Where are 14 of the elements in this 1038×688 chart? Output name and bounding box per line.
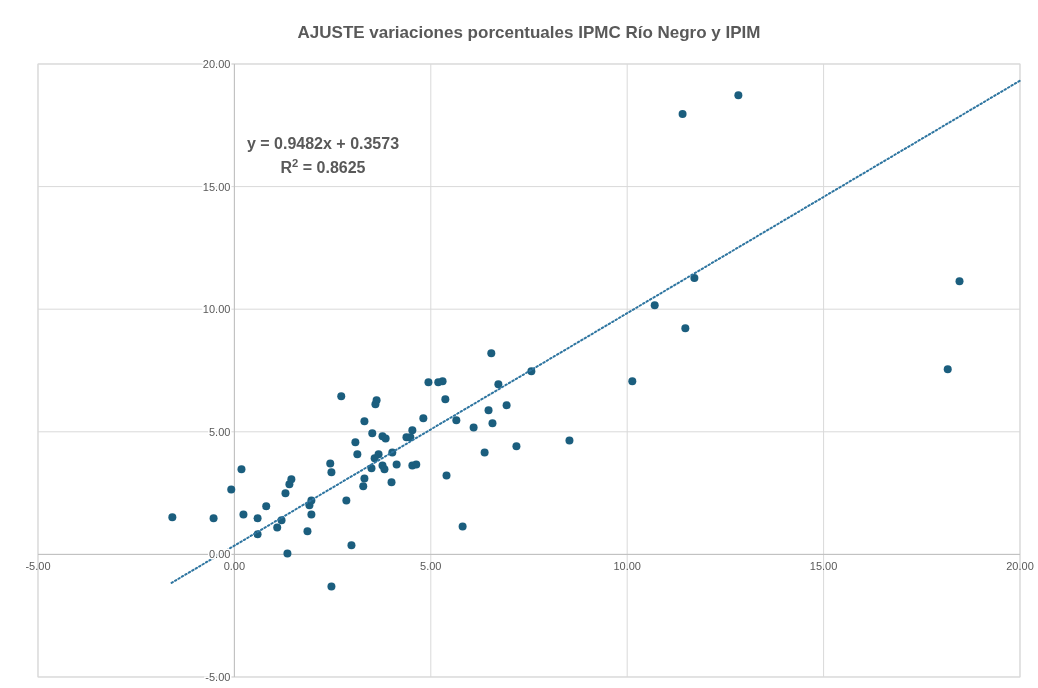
x-tick-label: 10.00 — [613, 560, 641, 573]
annotation: y = 0.9482x + 0.3573 — [246, 135, 400, 152]
y-tick-label: 20.00 — [202, 58, 231, 70]
y-tick-label: 15.00 — [202, 180, 231, 193]
x-tick-label: 20.00 — [1006, 560, 1034, 573]
x-tick-label: 0.00 — [223, 560, 246, 573]
y-tick-label: 10.00 — [202, 303, 231, 316]
y-tick-label: 5.00 — [208, 425, 231, 438]
x-tick-label: 15.00 — [809, 560, 838, 573]
x-tick-label: 5.00 — [420, 560, 442, 573]
y-tick-label: -5.00 — [205, 671, 231, 683]
x-tick-label: -5.00 — [25, 560, 51, 573]
chart-title: AJUSTE variaciones porcentuales IPMC Río Negro y IPIM — [297, 23, 761, 42]
annotation: R$^{2}$ = 0.8625 — [280, 157, 366, 176]
